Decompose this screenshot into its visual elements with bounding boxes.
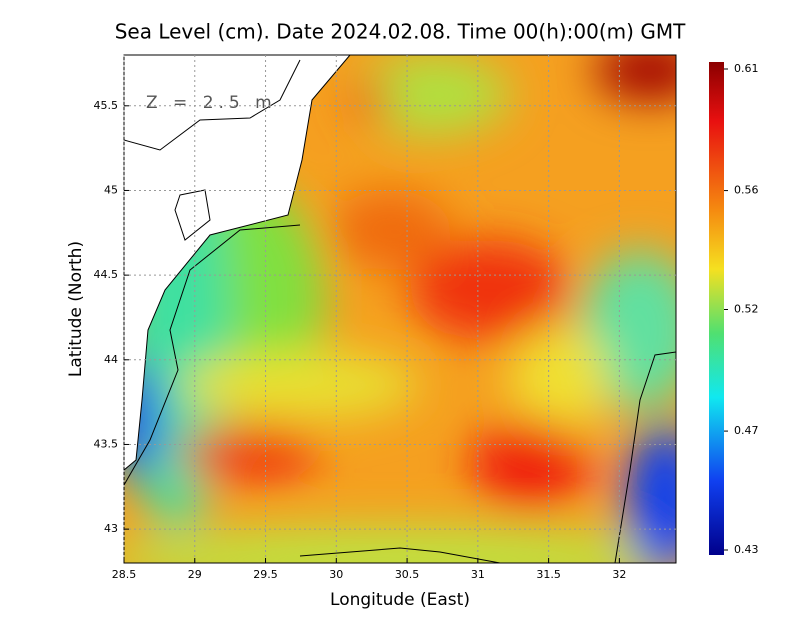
y-tick-label: 44 <box>104 353 118 366</box>
x-tick-label: 28.5 <box>112 568 137 581</box>
y-tick-label: 43.5 <box>94 437 119 450</box>
y-tick-label: 45.5 <box>94 99 119 112</box>
y-tick-label: 44.5 <box>94 268 119 281</box>
colorbar-tick-label: 0.61 <box>734 62 759 75</box>
colorbar-tick-label: 0.52 <box>734 303 759 316</box>
x-tick-label: 32 <box>612 568 626 581</box>
colorbar-tick-label: 0.56 <box>734 184 759 197</box>
x-tick-label: 30 <box>329 568 343 581</box>
y-tick-label: 45 <box>104 183 118 196</box>
colorbar-tick-label: 0.47 <box>734 424 759 437</box>
y-tick-label: 43 <box>104 522 118 535</box>
x-tick-label: 29 <box>188 568 202 581</box>
x-tick-label: 31 <box>471 568 485 581</box>
x-axis-label: Longitude (East) <box>330 590 470 610</box>
title: Sea Level (cm). Date 2024.02.08. Time 00… <box>115 20 686 44</box>
colorbar <box>709 62 724 555</box>
depth-annotation: Z = 2.5 m <box>146 93 277 113</box>
x-tick-label: 29.5 <box>253 568 278 581</box>
plot-frame <box>123 54 677 564</box>
y-axis-label: Latitude (North) <box>66 241 86 377</box>
sea-level-field <box>124 55 676 563</box>
x-tick-label: 30.5 <box>395 568 420 581</box>
x-tick-label: 31.5 <box>536 568 561 581</box>
colorbar-tick-label: 0.43 <box>734 543 759 556</box>
